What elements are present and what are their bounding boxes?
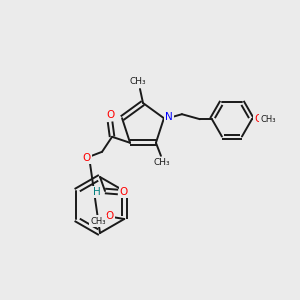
Text: O: O bbox=[82, 153, 90, 163]
Text: CH₃: CH₃ bbox=[130, 77, 146, 86]
Text: N: N bbox=[165, 112, 173, 122]
Text: CH₃: CH₃ bbox=[260, 115, 276, 124]
Text: CH₃: CH₃ bbox=[91, 217, 106, 226]
Text: CH₃: CH₃ bbox=[154, 158, 170, 167]
Text: O: O bbox=[105, 211, 113, 221]
Text: H: H bbox=[93, 187, 101, 197]
Text: O: O bbox=[106, 110, 114, 120]
Text: O: O bbox=[120, 187, 128, 197]
Text: O: O bbox=[255, 114, 263, 124]
